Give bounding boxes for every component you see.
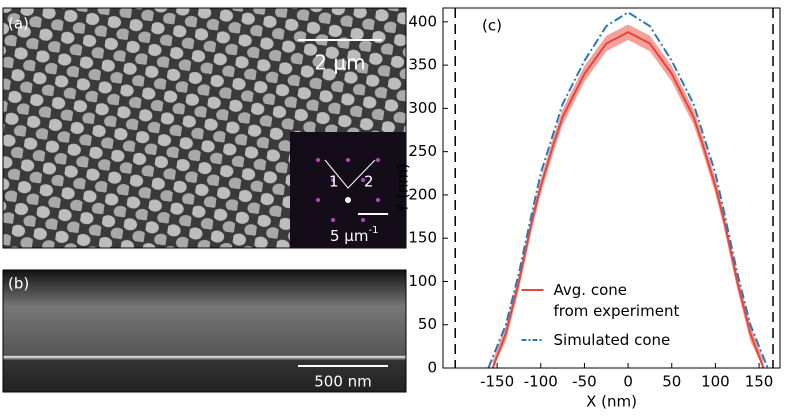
y-tick-label: 400 <box>408 12 437 30</box>
x-tick-label: -150 <box>480 373 514 391</box>
y-tick-label: 350 <box>408 56 437 74</box>
panel-label: (b) <box>8 275 29 293</box>
x-axis-label: X (nm) <box>586 393 637 411</box>
y-tick-label: 0 <box>427 359 437 377</box>
inset-scale-label: 5 µm-1 <box>330 225 378 245</box>
x-tick-label: 0 <box>623 373 633 391</box>
scale-exp: -1 <box>368 225 378 236</box>
inset-label: 1 <box>329 173 339 191</box>
scale-base: 5 µm <box>330 227 368 245</box>
y-tick-label: 300 <box>408 99 437 117</box>
y-tick-label: 150 <box>408 229 437 247</box>
y-tick-label: 100 <box>408 272 437 290</box>
y-tick-label: 200 <box>408 185 437 203</box>
x-tick-label: 100 <box>701 373 730 391</box>
x-tick-label: -50 <box>572 373 597 391</box>
inset-label: 2 <box>364 173 374 191</box>
sem-image-cross <box>2 269 407 393</box>
scale-bar-label: 500 nm <box>314 373 372 391</box>
legend-line: Avg. cone <box>554 281 627 299</box>
plot-frame <box>442 7 781 369</box>
y-tick-label: 250 <box>408 142 437 160</box>
panel-label: (c) <box>482 17 502 35</box>
legend-line: from experiment <box>554 302 680 320</box>
lattice-vectors <box>324 159 376 189</box>
legend-line: Simulated cone <box>554 331 671 349</box>
x-tick-label: 150 <box>745 373 774 391</box>
legend-label: Avg. cone from experiment <box>554 281 680 320</box>
legend-label: Simulated cone <box>554 331 671 349</box>
y-tick-label: 50 <box>418 315 437 333</box>
chart: (c) -150 -100 -50 0 50 100 150 0 50 100 150 200 250 30… <box>394 7 781 411</box>
scale-bar-label: 2 µm <box>314 51 365 75</box>
series-line <box>491 31 765 369</box>
panel-label: (a) <box>8 15 29 33</box>
x-tick-label: 50 <box>662 373 681 391</box>
fft-spots <box>316 158 380 222</box>
x-tick-label: -100 <box>524 373 558 391</box>
series-line <box>487 11 769 369</box>
fft-inset <box>290 132 406 248</box>
y-axis-label: Y (nm) <box>394 163 412 214</box>
